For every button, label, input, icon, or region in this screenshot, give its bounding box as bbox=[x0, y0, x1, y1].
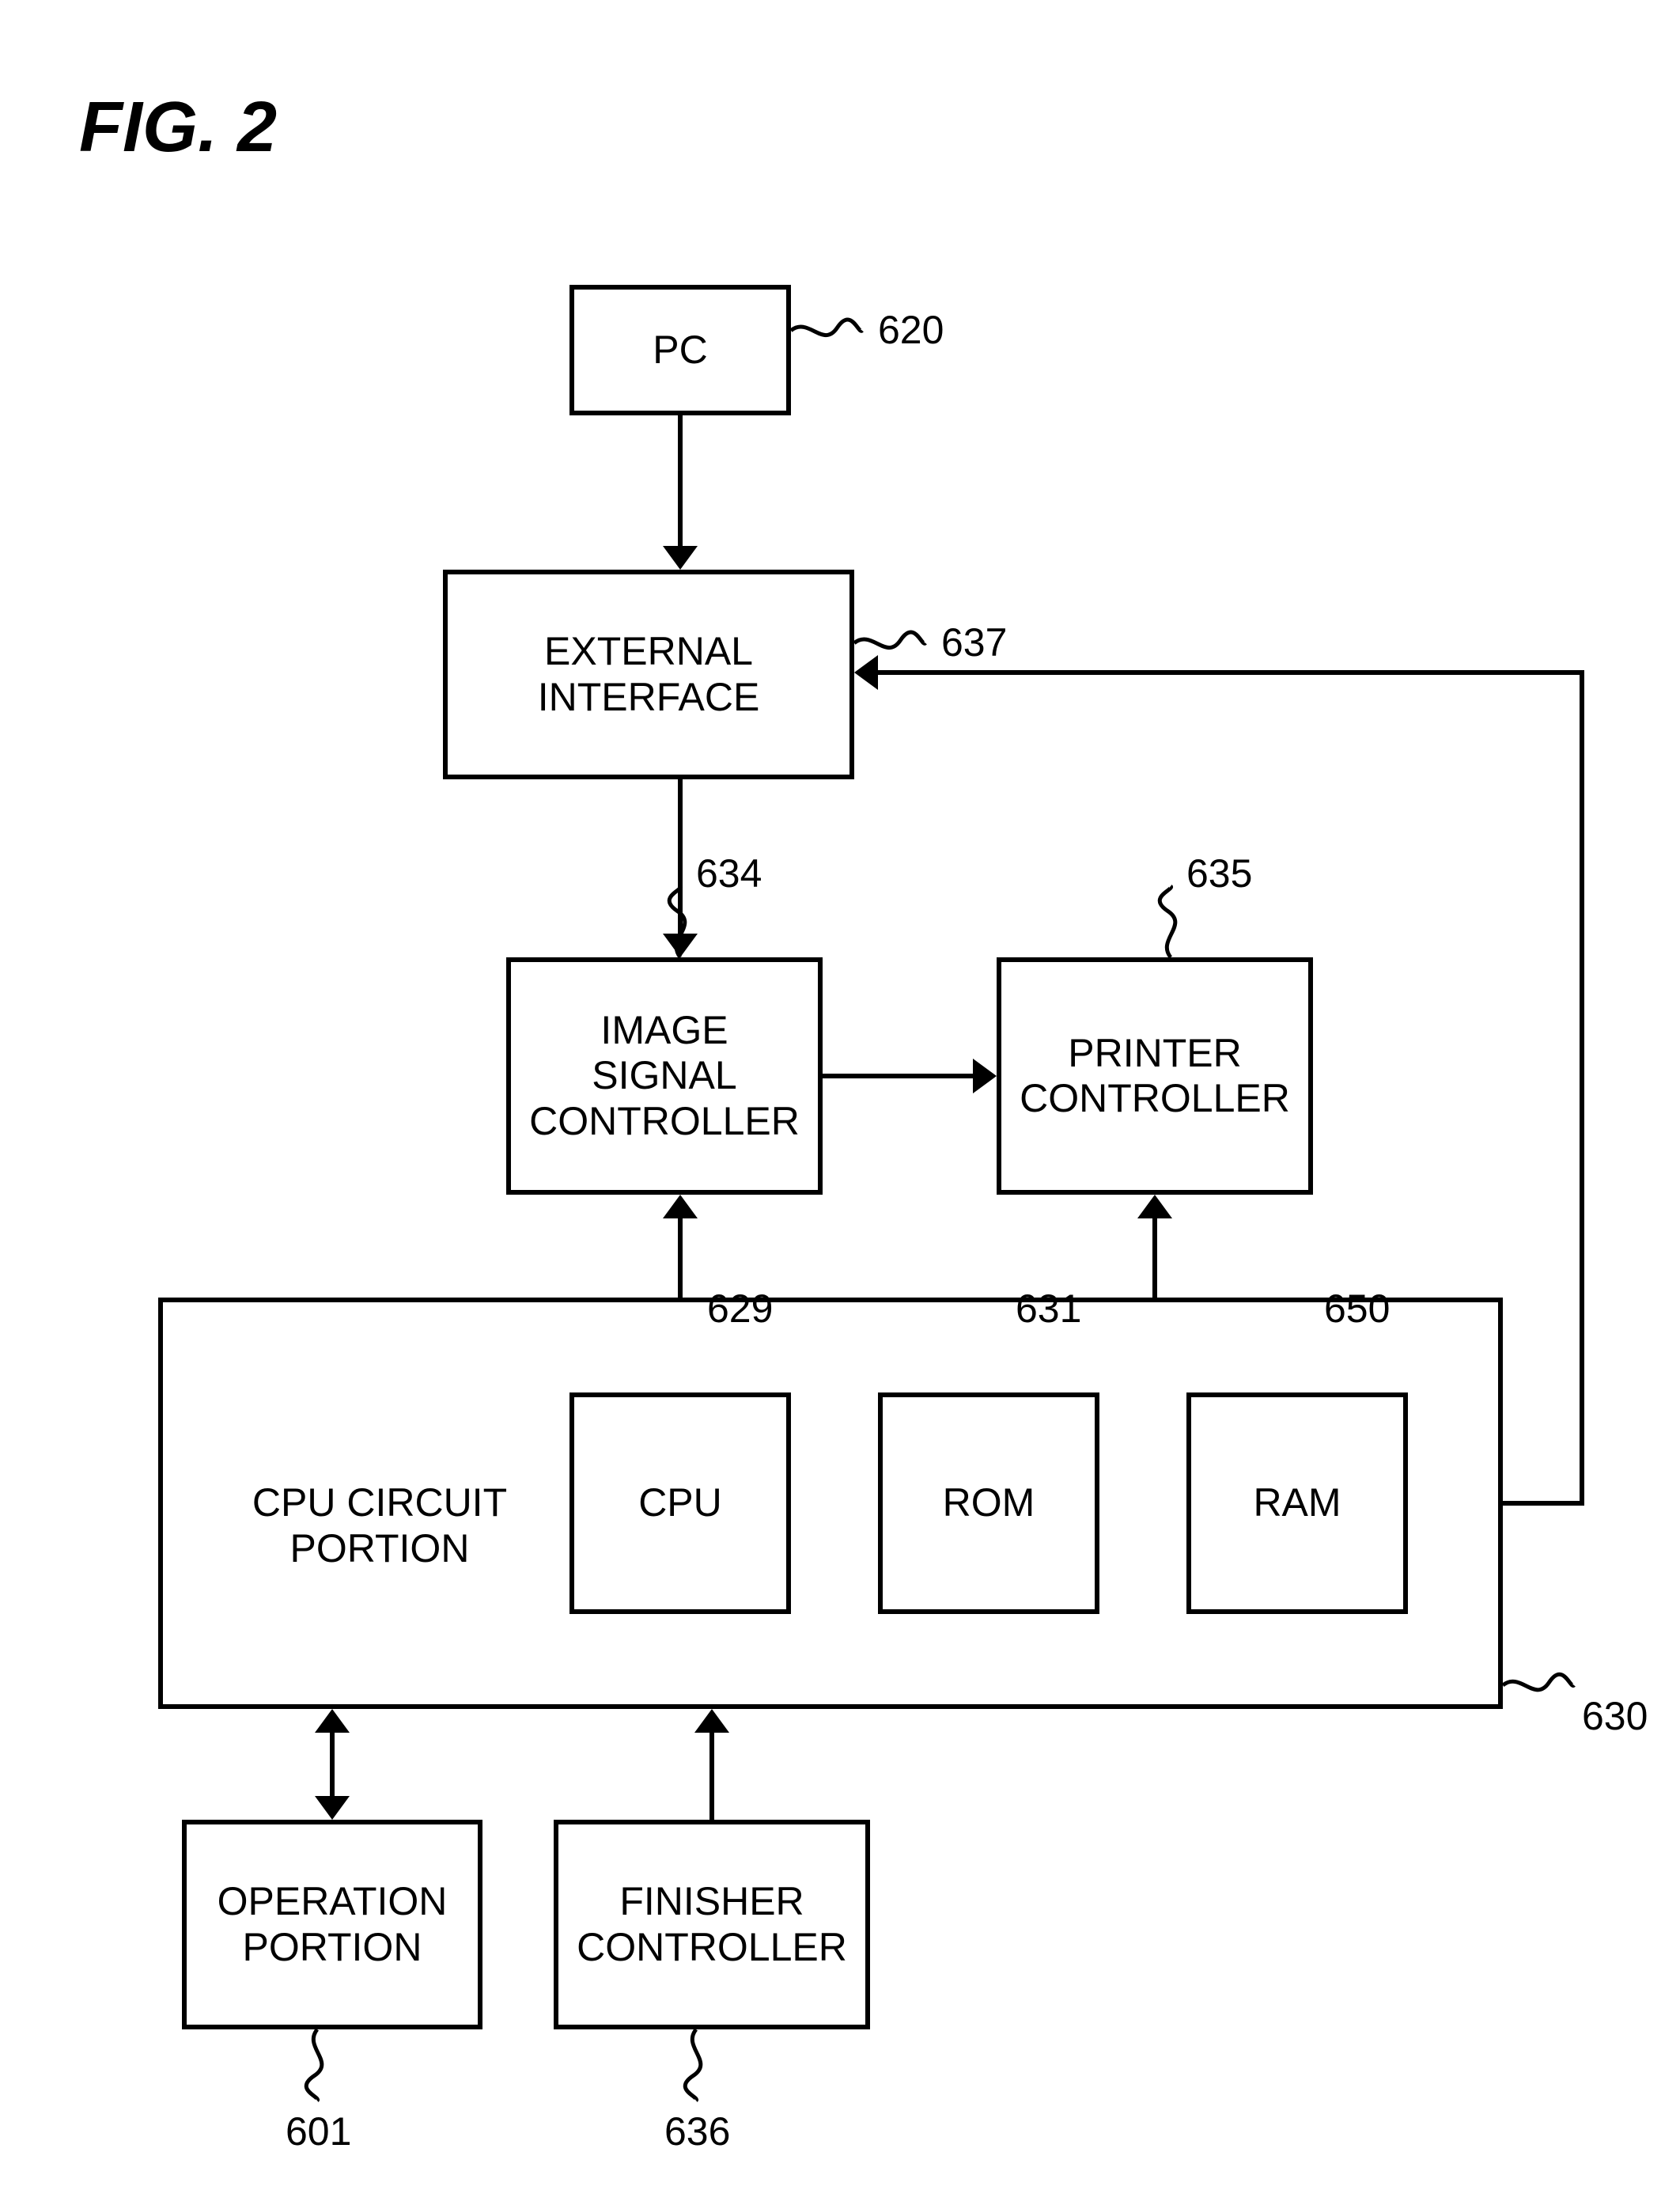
box-label-operation: OPERATIONPORTION bbox=[218, 1879, 448, 1970]
ref-finisher: 636 bbox=[664, 2109, 730, 2154]
box-printer: PRINTERCONTROLLER bbox=[997, 957, 1313, 1195]
cpu-portion-label: CPU CIRCUITPORTION bbox=[229, 1480, 530, 1571]
ref-ram: 650 bbox=[1324, 1286, 1390, 1332]
box-label-img_sig: IMAGESIGNALCONTROLLER bbox=[529, 1008, 800, 1145]
squiggle-operation bbox=[306, 2029, 322, 2101]
squiggle-cpu_port bbox=[1503, 1674, 1574, 1690]
box-finisher: FINISHERCONTROLLER bbox=[554, 1820, 870, 2029]
ref-printer: 635 bbox=[1186, 851, 1252, 896]
box-label-pc: PC bbox=[653, 328, 707, 373]
box-label-rom: ROM bbox=[943, 1480, 1035, 1526]
box-pc: PC bbox=[569, 285, 791, 415]
ref-rom: 631 bbox=[1016, 1286, 1081, 1332]
squiggle-printer bbox=[1160, 886, 1175, 957]
squiggle-finisher bbox=[685, 2029, 701, 2101]
box-label-cpu: CPU bbox=[638, 1480, 722, 1526]
box-label-finisher: FINISHERCONTROLLER bbox=[577, 1879, 847, 1970]
squiggle-ext_if bbox=[854, 632, 925, 648]
box-img_sig: IMAGESIGNALCONTROLLER bbox=[506, 957, 823, 1195]
box-cpu: CPU bbox=[569, 1392, 791, 1614]
box-ram: RAM bbox=[1186, 1392, 1408, 1614]
box-rom: ROM bbox=[878, 1392, 1099, 1614]
ref-cpu_port: 630 bbox=[1582, 1693, 1648, 1739]
ref-img_sig: 634 bbox=[696, 851, 762, 896]
squiggle-pc bbox=[791, 320, 862, 335]
ref-pc: 620 bbox=[878, 307, 944, 353]
box-operation: OPERATIONPORTION bbox=[182, 1820, 482, 2029]
box-label-ext_if: EXTERNALINTERFACE bbox=[538, 629, 760, 720]
box-label-ram: RAM bbox=[1253, 1480, 1341, 1526]
ref-ext_if: 637 bbox=[941, 619, 1007, 665]
box-ext_if: EXTERNALINTERFACE bbox=[443, 570, 854, 779]
ref-operation: 601 bbox=[286, 2109, 351, 2154]
ref-cpu: 629 bbox=[707, 1286, 773, 1332]
box-label-printer: PRINTERCONTROLLER bbox=[1020, 1031, 1290, 1122]
